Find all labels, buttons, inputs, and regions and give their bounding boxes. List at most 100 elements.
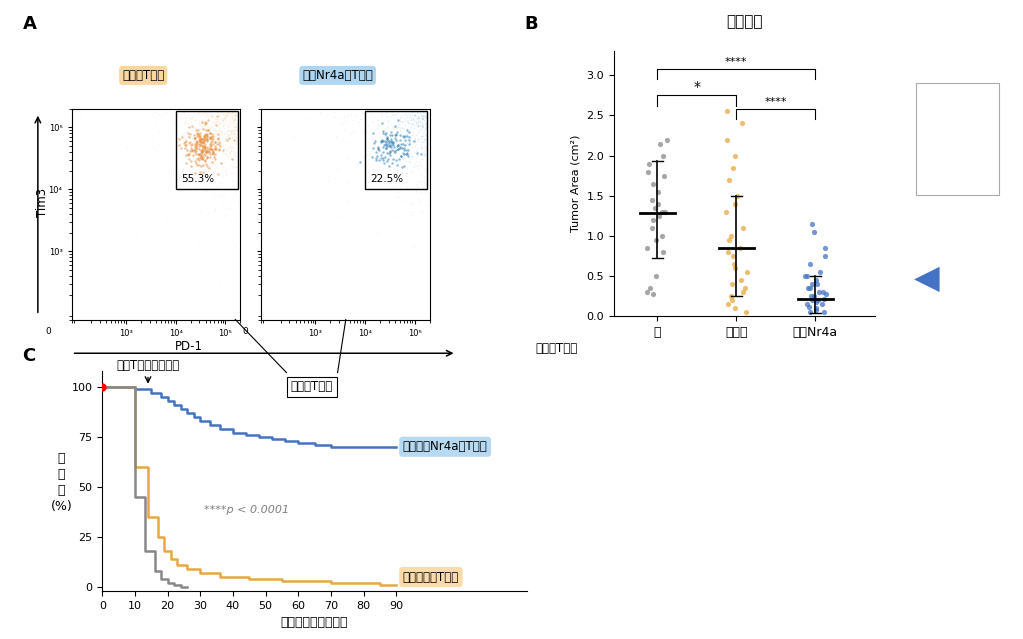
- Point: [151, 127, 168, 137]
- Point: [222, 130, 238, 140]
- Point: [229, 123, 246, 134]
- Point: [412, 147, 429, 157]
- Point: [184, 146, 201, 156]
- Point: [416, 183, 433, 194]
- Point: [203, 167, 219, 178]
- Point: [351, 157, 367, 167]
- Point: [646, 178, 662, 189]
- Point: [375, 134, 392, 144]
- Point: [224, 113, 240, 123]
- Point: [195, 160, 212, 170]
- Point: [403, 198, 419, 208]
- Point: [390, 141, 406, 151]
- Point: [225, 129, 241, 139]
- Point: [414, 128, 431, 139]
- Point: [413, 125, 430, 135]
- Point: [205, 144, 221, 155]
- Point: [209, 142, 225, 152]
- Text: 野生型T细胞: 野生型T细胞: [122, 69, 165, 82]
- Point: [333, 118, 350, 128]
- Point: [402, 123, 418, 134]
- Point: [727, 199, 744, 209]
- Point: [210, 121, 226, 131]
- Point: [215, 109, 231, 119]
- Point: [733, 118, 750, 128]
- Point: [182, 157, 198, 167]
- Point: [157, 160, 173, 170]
- Point: [194, 118, 211, 128]
- Point: [226, 213, 242, 224]
- Point: [229, 111, 246, 121]
- Point: [205, 159, 221, 169]
- Point: [230, 111, 247, 121]
- Point: [320, 176, 337, 186]
- Point: [373, 155, 390, 165]
- Point: [192, 207, 209, 217]
- Point: [414, 110, 431, 120]
- Point: [213, 113, 229, 123]
- Point: [720, 174, 737, 185]
- Point: [207, 150, 223, 160]
- Point: [193, 153, 210, 163]
- Point: [412, 124, 429, 134]
- Point: [383, 142, 399, 152]
- Point: [187, 182, 204, 192]
- Point: [373, 118, 390, 128]
- Point: [369, 142, 386, 152]
- Point: [201, 109, 217, 119]
- Point: [197, 142, 214, 153]
- Point: [414, 131, 431, 141]
- Point: [212, 111, 228, 121]
- Point: [178, 136, 194, 146]
- Point: [199, 124, 216, 134]
- Point: [643, 195, 660, 205]
- Point: [211, 119, 227, 129]
- Point: [205, 157, 221, 167]
- Point: [409, 114, 426, 125]
- Point: [399, 125, 415, 135]
- Point: [222, 146, 238, 156]
- Point: [414, 121, 431, 131]
- Point: [380, 115, 396, 125]
- Point: [806, 227, 822, 237]
- Point: [199, 146, 216, 157]
- Point: [417, 119, 434, 130]
- Point: [191, 131, 208, 141]
- Point: [395, 111, 411, 121]
- Point: [390, 121, 406, 132]
- Point: [227, 176, 243, 187]
- Point: [189, 131, 206, 141]
- Point: [222, 147, 238, 157]
- Point: [369, 150, 386, 160]
- Point: [207, 125, 223, 135]
- Point: [399, 138, 415, 148]
- Point: [166, 112, 182, 122]
- Point: [205, 131, 221, 141]
- Point: [377, 143, 394, 153]
- Point: [188, 125, 205, 135]
- Point: [383, 144, 399, 154]
- Point: [209, 107, 225, 117]
- Point: [396, 161, 412, 171]
- Point: [639, 243, 656, 253]
- Point: [386, 157, 402, 167]
- Point: [203, 162, 219, 172]
- Point: [393, 162, 409, 173]
- Point: [218, 108, 234, 118]
- Point: [196, 141, 213, 151]
- Point: [194, 146, 211, 156]
- Point: [210, 169, 226, 180]
- Point: [191, 149, 208, 159]
- Point: [197, 145, 214, 155]
- Point: [225, 167, 241, 178]
- Point: [144, 137, 161, 147]
- Point: [191, 155, 208, 166]
- Point: [219, 135, 235, 145]
- Point: [197, 139, 214, 149]
- Point: [381, 153, 397, 164]
- Point: [214, 208, 230, 219]
- Point: [404, 119, 420, 130]
- Point: [217, 157, 233, 167]
- Point: [404, 136, 420, 146]
- Point: [216, 139, 232, 150]
